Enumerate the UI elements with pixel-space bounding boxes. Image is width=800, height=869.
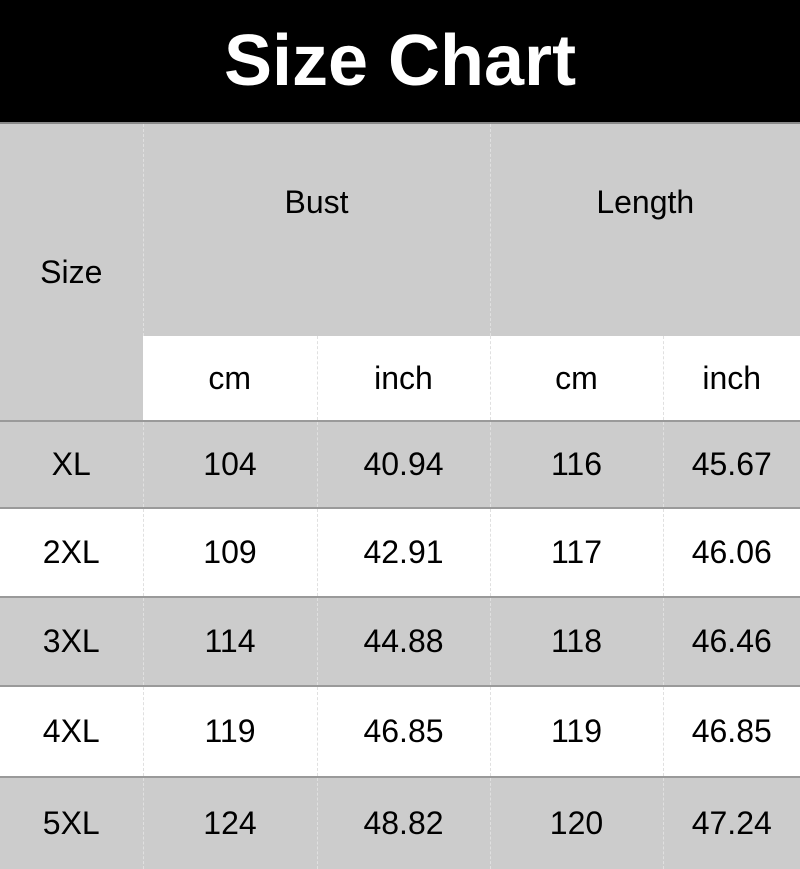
header-bust: Bust	[142, 124, 490, 336]
header-length: Length	[489, 124, 800, 336]
table-row: 3XL 114 44.88 118 46.46	[0, 596, 800, 686]
cell-bust-cm: 109	[142, 507, 317, 597]
cell-length-cm: 117	[489, 507, 663, 597]
cell-length-inch: 47.24	[662, 776, 800, 869]
page-title: Size Chart	[0, 0, 800, 124]
cell-length-inch: 46.85	[662, 685, 800, 777]
cell-size: 3XL	[0, 596, 143, 686]
table-row: 4XL 119 46.85 119 46.85	[0, 685, 800, 777]
cell-length-cm: 119	[489, 685, 663, 777]
header-length-cm: cm	[489, 336, 663, 421]
header-size: Size	[0, 124, 143, 421]
size-table: Size Bust Length cm inch cm inch XL 104 40…	[0, 124, 800, 869]
cell-bust-cm: 104	[142, 420, 317, 508]
cell-bust-inch: 44.88	[316, 596, 490, 686]
cell-bust-cm: 124	[142, 776, 317, 869]
cell-length-inch: 46.06	[662, 507, 800, 597]
cell-bust-cm: 114	[142, 596, 317, 686]
cell-length-inch: 46.46	[662, 596, 800, 686]
cell-bust-cm: 119	[142, 685, 317, 777]
cell-length-cm: 118	[489, 596, 663, 686]
cell-size: 5XL	[0, 776, 143, 869]
table-row: 5XL 124 48.82 120 47.24	[0, 776, 800, 869]
cell-length-cm: 116	[489, 420, 663, 508]
header-bust-inch: inch	[316, 336, 490, 421]
cell-bust-inch: 46.85	[316, 685, 490, 777]
header-length-inch: inch	[662, 336, 800, 421]
cell-bust-inch: 40.94	[316, 420, 490, 508]
cell-length-inch: 45.67	[662, 420, 800, 508]
table-row: 2XL 109 42.91 117 46.06	[0, 507, 800, 597]
header-bust-cm: cm	[143, 336, 317, 421]
cell-size: XL	[0, 420, 143, 508]
cell-bust-inch: 48.82	[316, 776, 490, 869]
cell-bust-inch: 42.91	[316, 507, 490, 597]
cell-size: 2XL	[0, 507, 143, 597]
cell-size: 4XL	[0, 685, 143, 777]
table-row: XL 104 40.94 116 45.67	[0, 420, 800, 508]
cell-length-cm: 120	[489, 776, 663, 869]
